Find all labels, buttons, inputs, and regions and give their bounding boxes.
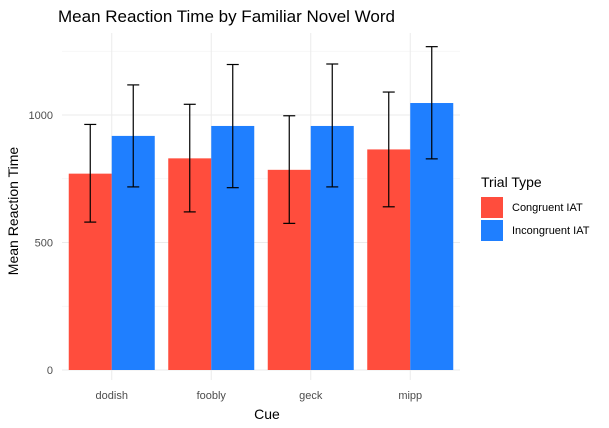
x-tick-label-dodish: dodish — [96, 390, 128, 402]
error-bar-mipp-congruent — [382, 91, 395, 208]
y-tick-label: 0 — [47, 365, 53, 377]
error-bar-foobly-congruent — [183, 103, 196, 213]
chart-title: Mean Reaction Time by Familiar Novel Wor… — [58, 7, 395, 26]
legend-swatch-congruent — [481, 197, 503, 218]
error-bar-dodish-congruent — [84, 123, 97, 223]
error-bar-geck-incongruent — [326, 63, 339, 188]
x-tick-label-foobly: foobly — [197, 390, 227, 402]
legend-title: Trial Type — [481, 174, 542, 190]
legend-swatch-incongruent — [481, 220, 503, 241]
error-bar-mipp-incongruent — [425, 46, 438, 160]
y-tick-label: 500 — [35, 238, 53, 250]
y-tick-label: 1000 — [29, 110, 53, 122]
legend: Trial Type Congruent IAT Incongruent IAT — [481, 174, 590, 241]
y-tick-labels: 0 500 1000 — [29, 110, 53, 377]
error-bar-geck-congruent — [283, 115, 296, 224]
x-tick-label-mipp: mipp — [398, 390, 422, 402]
y-axis-title: Mean Reaction Time — [5, 147, 21, 276]
error-bars — [84, 46, 438, 224]
error-bar-foobly-incongruent — [226, 63, 239, 189]
x-tick-label-geck: geck — [299, 390, 323, 402]
legend-label-incongruent: Incongruent IAT — [512, 225, 590, 237]
x-tick-labels: dodish foobly geck mipp — [96, 390, 423, 402]
x-axis-title: Cue — [254, 406, 280, 422]
bars — [68, 103, 454, 370]
error-bar-dodish-incongruent — [127, 84, 140, 188]
legend-label-congruent: Congruent IAT — [512, 202, 583, 214]
